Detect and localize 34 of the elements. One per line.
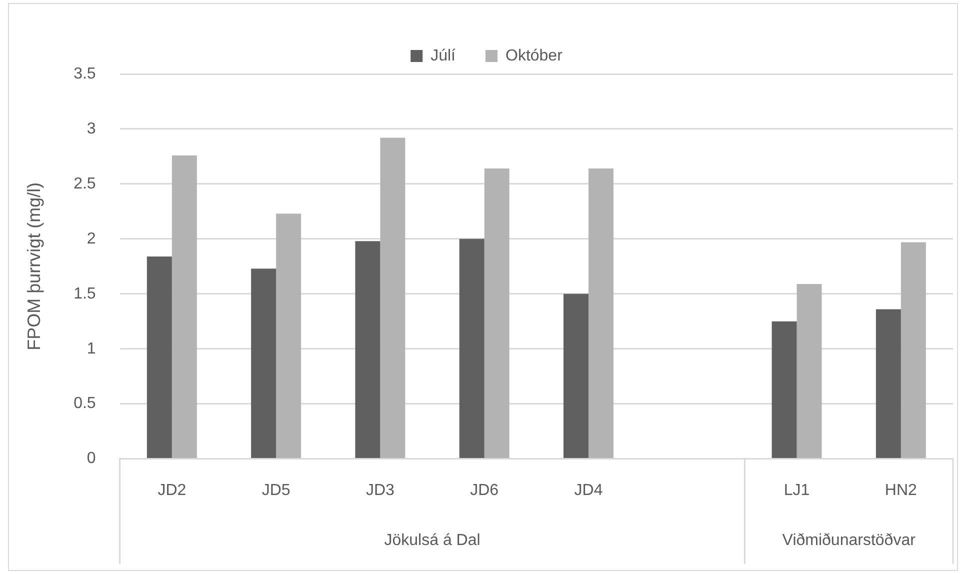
- bar: [772, 321, 797, 458]
- x-tick-label: HN2: [884, 482, 918, 499]
- text: Viðmiðunarstöðvar: [782, 532, 916, 550]
- bar: [459, 238, 484, 458]
- bar: [380, 138, 406, 458]
- bar: [876, 309, 901, 458]
- x-tick-label: LJ1: [784, 482, 810, 499]
- y-tick-label: 1: [86, 340, 96, 358]
- y-tick-label: 0: [86, 450, 96, 468]
- y-tick-label: 3.5: [74, 65, 96, 82]
- y-axis-title: FPOM þurrvigt (mg/l): [24, 182, 44, 350]
- bar: [484, 168, 510, 458]
- x-tick-label: JD3: [366, 482, 395, 499]
- bar: [251, 268, 276, 458]
- bar: [146, 256, 172, 458]
- bar: [172, 155, 197, 458]
- x-tick-label: JD5: [262, 482, 290, 499]
- bar: [276, 214, 302, 458]
- y-tick-label: 2: [86, 230, 96, 248]
- bar: [588, 168, 614, 458]
- bar: [564, 294, 588, 458]
- y-tick-label: 2.5: [74, 175, 96, 192]
- y-tick-label: 0.5: [74, 395, 96, 412]
- text: Jökulsá á Dal: [384, 532, 480, 550]
- bar: [355, 241, 380, 458]
- x-tick-label: JD4: [574, 482, 603, 499]
- bar: [796, 284, 822, 458]
- bar: [900, 242, 926, 458]
- x-tick-label: JD2: [158, 482, 186, 499]
- legend-label: Október: [505, 47, 564, 64]
- y-tick-label: 3: [86, 120, 96, 138]
- legend-label: Júlí: [430, 47, 456, 64]
- y-tick-label: 1.5: [74, 285, 96, 302]
- x-tick-label: JD6: [470, 482, 499, 499]
